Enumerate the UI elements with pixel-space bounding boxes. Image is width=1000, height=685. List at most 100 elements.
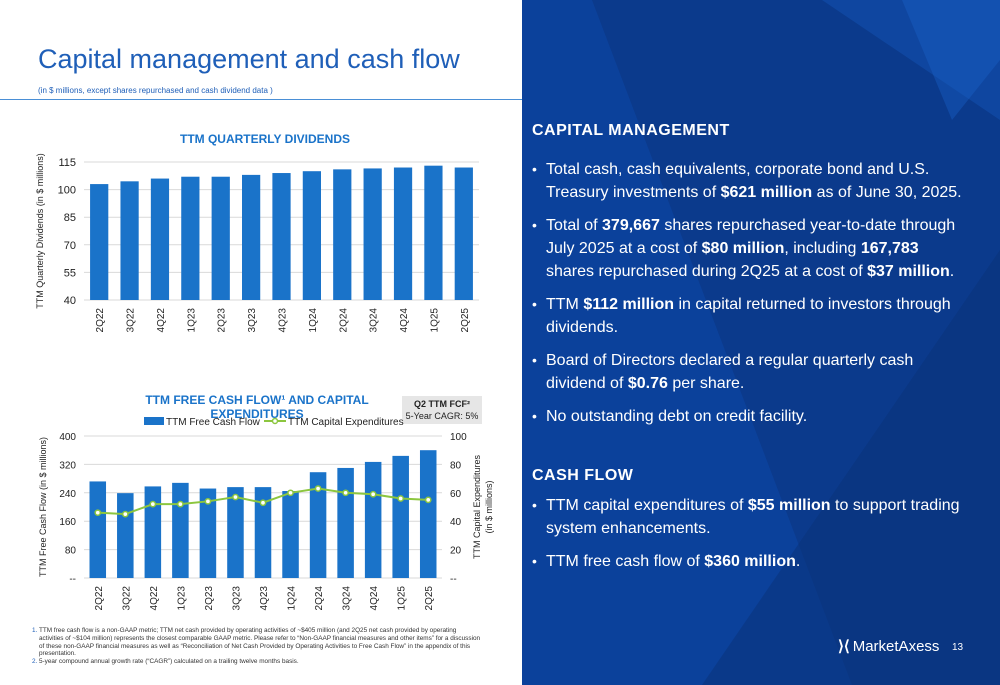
bar (419, 450, 437, 578)
bullet-emphasis: 379,667 (602, 217, 660, 234)
bar (302, 171, 321, 300)
bullet-text: TTM free cash flow of (546, 553, 705, 570)
logo-mark-icon: ⟩⟨ (838, 638, 850, 655)
bullet-item: Board of Directors declared a regular qu… (532, 349, 962, 395)
footnote-number: 1. (32, 627, 38, 634)
x-tick-label: 2Q24 (338, 308, 349, 333)
y-axis-label: TTM Quarterly Dividends (in $ millions) (35, 153, 45, 309)
bullet-text: shares repurchased during 2Q25 at a cost… (546, 263, 868, 280)
legend-swatch-fcf (144, 417, 164, 425)
x-tick-label: 3Q24 (369, 308, 380, 333)
bullet-emphasis: $80 million (701, 240, 785, 257)
capex-point (94, 509, 102, 517)
bullet-text: No outstanding debt on credit facility. (546, 408, 808, 425)
x-tick-label: 3Q22 (121, 586, 132, 611)
fcf-cagr-box: Q2 TTM FCF² 5-Year CAGR: 5% (402, 396, 482, 424)
fcf-chart: TTM Free Cash Flow TTM Capital Expenditur… (38, 417, 494, 611)
bar (282, 491, 299, 578)
bullet-item: TTM capital expenditures of $55 million … (532, 494, 962, 540)
footnotes: 1. TTM free cash flow is a non-GAAP metr… (32, 627, 482, 666)
y2-tick-label: 20 (450, 546, 462, 557)
bar (150, 178, 170, 300)
bar (227, 487, 244, 578)
y-tick-label: 100 (58, 185, 76, 197)
bullet-emphasis: 167,783 (860, 240, 919, 257)
y-tick-label: 70 (64, 240, 76, 252)
bar (120, 181, 139, 300)
capex-point (287, 489, 294, 497)
bullet-item: No outstanding debt on credit facility. (532, 405, 962, 428)
fcf-box-heading: Q2 TTM FCF² (414, 399, 470, 409)
bar (364, 461, 382, 578)
cash-flow-list: TTM capital expenditures of $55 million … (532, 494, 962, 583)
bar (117, 493, 134, 578)
x-tick-label: 1Q24 (308, 308, 319, 333)
x-tick-label: 2Q25 (460, 308, 471, 333)
bullet-emphasis: $112 million (583, 296, 675, 313)
bullet-item: Total of 379,667 shares repurchased year… (532, 214, 962, 283)
x-tick-label: 2Q23 (204, 586, 215, 611)
legend-marker (271, 417, 279, 425)
bullet-text: Total of (546, 217, 603, 234)
page-subtitle: (in $ millions, except shares repurchase… (38, 86, 273, 95)
capex-point (204, 497, 212, 505)
y-tick-label: 85 (64, 212, 76, 224)
y2-tick-label: 40 (450, 517, 462, 528)
y-tick-label: 320 (59, 460, 76, 471)
dividends-chart: 40 55 70 85 100 115 2Q22 3Q22 4Q22 1Q23 2Q23 3Q23 4Q… (35, 153, 479, 333)
capex-point (424, 496, 432, 504)
y-tick-label: 115 (58, 157, 76, 169)
x-tick-label: 1Q23 (186, 308, 197, 333)
x-tick-label: 4Q22 (156, 308, 167, 333)
capex-point (177, 500, 184, 508)
bar (254, 487, 272, 578)
bar (392, 455, 409, 578)
marketaxess-logo: ⟩⟨ MarketAxess (838, 637, 939, 655)
bullet-emphasis: $37 million (867, 263, 950, 280)
bar (363, 168, 382, 300)
y2-tick-label: 60 (450, 489, 462, 500)
bullet-text: as of June 30, 2025. (812, 184, 962, 201)
bar (211, 176, 230, 300)
footnote: 1. TTM free cash flow is a non-GAAP metr… (32, 627, 482, 658)
bullet-text: shares repurchased year-to-date through … (546, 217, 956, 257)
bullet-text: TTM (546, 296, 584, 313)
bar (242, 174, 261, 300)
x-tick-label: 2Q23 (217, 308, 228, 333)
bullet-emphasis: $360 million (704, 553, 796, 570)
legend-label: TTM Capital Expenditures (288, 417, 404, 428)
bar (424, 165, 443, 300)
legend-label: TTM Free Cash Flow (166, 417, 261, 428)
bar (144, 486, 162, 578)
x-tick-label: 3Q23 (247, 308, 258, 333)
footnote-number: 2. (32, 658, 38, 666)
bullet-text: Total cash, cash equivalents, corporate … (546, 161, 930, 201)
capex-point (232, 493, 239, 501)
capex-point (121, 510, 129, 518)
fcf-box-sub: 5-Year CAGR: 5% (405, 411, 479, 421)
x-tick-label: 2Q22 (94, 586, 105, 611)
page-title: Capital management and cash flow (38, 44, 460, 74)
y2-axis-label: TTM Capital Expenditures (472, 454, 482, 559)
x-tick-label: 2Q22 (95, 308, 106, 333)
bullet-text: . (949, 263, 955, 280)
y2-axis-label: (in $ millions) (484, 480, 494, 533)
bullet-emphasis: $0.76 (627, 375, 668, 392)
bar (172, 482, 189, 578)
bar (337, 467, 354, 578)
y2-tick-label: -- (450, 574, 457, 585)
x-tick-label: 3Q24 (342, 586, 353, 611)
bar (272, 173, 291, 300)
capex-point (397, 495, 405, 502)
y2-tick-label: 80 (450, 460, 462, 471)
bullet-text: , including (784, 240, 861, 257)
capex-point (259, 499, 267, 507)
legend: TTM Free Cash Flow TTM Capital Expenditur… (144, 417, 404, 428)
x-tick-label: 4Q24 (399, 308, 410, 333)
bullet-text: to support trading system enhancements. (546, 497, 960, 537)
bullet-text: TTM capital expenditures of (546, 497, 748, 514)
bullet-emphasis: $55 million (747, 497, 831, 514)
x-tick-label: 4Q23 (259, 586, 270, 611)
y-tick-label: 160 (59, 517, 76, 528)
bar (181, 176, 200, 300)
